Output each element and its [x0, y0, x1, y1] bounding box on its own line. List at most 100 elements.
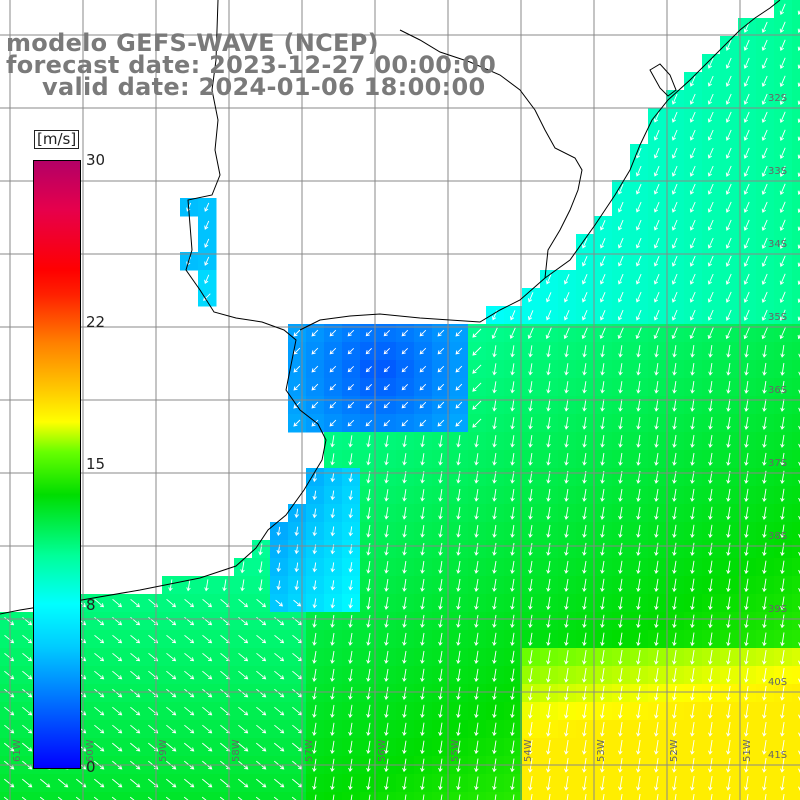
- wind-arrow: [708, 560, 713, 575]
- longitude-label: 55W: [450, 739, 461, 762]
- wind-arrow: [258, 561, 263, 574]
- wind-arrow: [510, 740, 515, 755]
- wind-arrow: [456, 740, 461, 755]
- wind-speed-cell: [792, 792, 800, 800]
- wind-arrow: [528, 417, 533, 430]
- wind-arrow: [689, 237, 696, 249]
- wind-arrow: [546, 524, 551, 538]
- wind-arrow: [654, 345, 659, 358]
- wind-arrow: [762, 506, 767, 521]
- coastline-lagoon: [649, 63, 677, 97]
- wind-arrow: [311, 419, 319, 427]
- wind-arrow: [438, 668, 443, 683]
- wind-arrow: [474, 596, 479, 610]
- wind-arrow: [780, 488, 785, 503]
- wind-arrow: [797, 262, 800, 267]
- wind-arrow: [347, 347, 355, 355]
- wind-arrow: [780, 650, 785, 665]
- wind-arrow: [492, 614, 497, 628]
- wind-arrow: [707, 147, 714, 159]
- wind-arrow: [330, 453, 335, 466]
- wind-speed-cell: [360, 792, 379, 800]
- wind-arrow: [599, 274, 606, 285]
- wind-arrow: [761, 57, 768, 69]
- wind-arrow: [600, 560, 605, 574]
- wind-arrow: [474, 524, 479, 538]
- wind-arrow: [636, 488, 641, 502]
- wind-arrow: [744, 596, 749, 611]
- wind-arrow: [112, 652, 123, 662]
- wind-arrow: [582, 488, 587, 502]
- wind-arrow: [582, 632, 587, 647]
- colorbar: [33, 160, 81, 769]
- wind-arrow: [600, 632, 605, 647]
- wind-arrow: [671, 93, 678, 105]
- wind-arrow: [274, 724, 285, 734]
- wind-arrow: [492, 453, 497, 466]
- wind-arrow: [762, 578, 767, 593]
- wind-arrow: [797, 226, 800, 231]
- wind-arrow: [635, 165, 642, 177]
- wind-arrow: [726, 704, 731, 719]
- wind-arrow: [762, 560, 767, 575]
- wind-arrow: [4, 706, 15, 716]
- wind-arrow: [743, 219, 750, 231]
- wind-speed-cell: [432, 792, 451, 800]
- wind-speed-cell: [792, 612, 800, 631]
- wind-arrow: [743, 237, 750, 249]
- wind-arrow: [437, 383, 445, 391]
- wind-arrow: [672, 596, 677, 611]
- wind-arrow: [671, 291, 678, 303]
- wind-arrow: [112, 598, 123, 608]
- wind-arrow: [707, 237, 714, 249]
- wind-arrow: [707, 219, 714, 231]
- wind-arrow: [654, 434, 659, 448]
- wind-arrow: [707, 201, 714, 213]
- wind-arrow: [458, 794, 461, 800]
- wind-arrow: [797, 46, 800, 51]
- wind-arrow: [726, 398, 731, 412]
- wind-arrow: [761, 75, 768, 87]
- wind-arrow: [671, 201, 678, 213]
- wind-arrow: [636, 524, 641, 538]
- wind-arrow: [438, 489, 443, 502]
- wind-arrow: [329, 347, 337, 355]
- wind-arrow: [689, 183, 696, 195]
- wind-arrow: [330, 722, 335, 737]
- wind-arrow: [312, 490, 317, 501]
- wind-arrow: [510, 524, 515, 538]
- wind-arrow: [256, 598, 267, 608]
- wind-arrow: [672, 488, 677, 502]
- wind-arrow: [184, 598, 195, 608]
- wind-arrow: [546, 363, 551, 376]
- wind-arrow: [293, 383, 301, 391]
- wind-arrow: [779, 129, 786, 141]
- wind-arrow: [455, 347, 463, 355]
- wind-arrow: [438, 453, 443, 466]
- wind-arrow: [312, 614, 317, 628]
- wind-arrow: [57, 796, 63, 800]
- wind-arrow: [779, 255, 786, 267]
- wind-arrow: [635, 291, 642, 303]
- wind-arrow: [581, 238, 588, 249]
- wind-arrow: [366, 740, 371, 755]
- wind-arrow: [725, 111, 732, 123]
- wind-arrow: [798, 443, 800, 448]
- wind-arrow: [456, 668, 461, 683]
- wind-arrow: [798, 371, 800, 376]
- wind-arrow: [438, 650, 443, 664]
- wind-speed-cell: [288, 792, 307, 800]
- wind-arrow: [779, 147, 786, 159]
- wind-arrow: [438, 740, 443, 755]
- wind-arrow: [582, 435, 587, 448]
- wind-arrow: [599, 256, 606, 267]
- wind-arrow: [689, 147, 696, 159]
- wind-arrow: [274, 742, 285, 752]
- wind-arrow: [474, 722, 479, 737]
- wind-arrow: [797, 118, 800, 123]
- wind-arrow: [564, 345, 569, 358]
- wind-arrow: [548, 794, 551, 800]
- wind-arrow: [383, 419, 391, 427]
- wind-arrow: [528, 399, 533, 412]
- wind-arrow: [510, 345, 515, 358]
